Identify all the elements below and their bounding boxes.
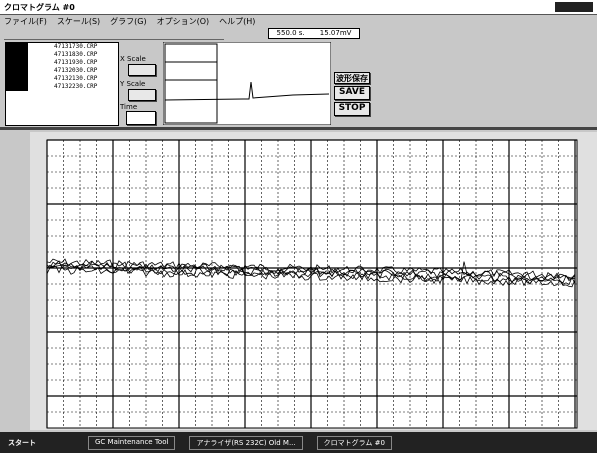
save-wave-button[interactable]: 波形保存 xyxy=(334,72,370,84)
menu-item[interactable]: ヘルプ(H) xyxy=(219,17,256,26)
stop-button[interactable]: STOP xyxy=(334,102,370,116)
file-entry[interactable]: 47131730.CRP xyxy=(6,43,118,51)
time-input[interactable] xyxy=(126,111,156,125)
menu-item[interactable]: オプション(O) xyxy=(156,17,210,26)
file-entry[interactable]: 47132130.CRP xyxy=(6,75,118,83)
status-time: 550.0 s. xyxy=(276,29,305,37)
window-title: クロマトグラム #0 xyxy=(4,3,75,12)
file-entry[interactable]: 47131830.CRP xyxy=(6,51,118,59)
time-label: Time xyxy=(120,103,138,111)
file-entry[interactable]: 47132230.CRP xyxy=(6,83,118,91)
menu-bar: ファイル(F) スケール(S) グラフ(G) オプション(O) ヘルプ(H) xyxy=(4,16,255,26)
taskbar: スタート GC Maintenance Tool アナライザ(RS 232C) O… xyxy=(0,432,597,453)
chromatogram-plot xyxy=(30,132,597,430)
x-scale-label: X Scale xyxy=(120,55,146,63)
window-buttons[interactable] xyxy=(555,2,593,12)
task-item[interactable]: アナライザ(RS 232C) Old M... xyxy=(189,435,303,450)
task-item[interactable]: GC Maintenance Tool xyxy=(88,435,176,450)
status-box: 550.0 s. 15.07mV xyxy=(268,28,360,39)
preview-graph xyxy=(163,42,331,125)
task-list: GC Maintenance Tool アナライザ(RS 232C) Old M.… xyxy=(88,435,392,450)
task-item[interactable]: クロマトグラム #0 xyxy=(316,435,392,450)
status-signal: 15.07mV xyxy=(319,29,352,37)
save-button[interactable]: SAVE xyxy=(334,86,370,100)
chromatogram-trace xyxy=(46,260,576,282)
x-scale-button[interactable] xyxy=(128,64,156,76)
file-entry[interactable]: 47132030.CRP xyxy=(6,67,118,75)
y-scale-button[interactable] xyxy=(128,89,156,101)
separator xyxy=(0,127,597,130)
menu-item[interactable]: グラフ(G) xyxy=(110,17,147,26)
menu-item[interactable]: スケール(S) xyxy=(56,17,101,26)
title-bar: クロマトグラム #0 xyxy=(0,0,597,15)
file-entry[interactable]: 47131930.CRP xyxy=(6,59,118,67)
file-list[interactable]: 47131730.CRP 47131830.CRP 47131930.CRP 4713… xyxy=(5,42,119,126)
menu-item[interactable]: ファイル(F) xyxy=(4,17,47,26)
chromatogram-trace xyxy=(46,265,576,288)
start-button[interactable]: スタート xyxy=(8,438,36,447)
toolbar xyxy=(4,28,224,40)
y-scale-label: Y Scale xyxy=(120,80,146,88)
